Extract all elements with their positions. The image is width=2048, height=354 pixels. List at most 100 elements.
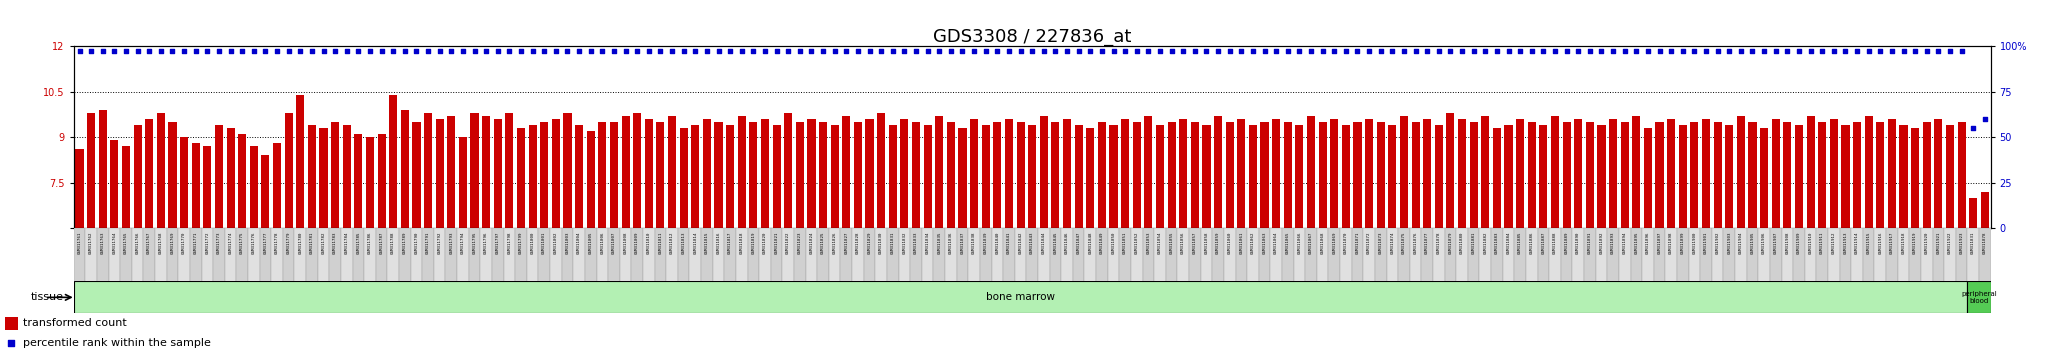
Bar	[1540, 125, 1548, 228]
Text: GSM311878: GSM311878	[1438, 232, 1442, 254]
Text: GSM311781: GSM311781	[309, 232, 313, 254]
Point	[494, 48, 526, 54]
Bar	[1585, 122, 1593, 228]
Text: GSM311879: GSM311879	[1448, 232, 1452, 254]
Bar	[1888, 119, 1896, 228]
Point	[690, 48, 723, 54]
Bar	[750, 122, 758, 228]
Point	[1178, 48, 1210, 54]
Text: GSM311920: GSM311920	[1925, 232, 1929, 254]
Bar	[1178, 228, 1190, 290]
Bar	[526, 228, 539, 290]
Text: GSM311907: GSM311907	[1774, 232, 1778, 254]
Bar	[1819, 122, 1827, 228]
Bar	[1145, 116, 1153, 228]
Text: GSM311795: GSM311795	[473, 232, 477, 254]
Text: GSM311899: GSM311899	[1681, 232, 1686, 254]
Point	[180, 48, 213, 54]
Bar	[143, 228, 156, 290]
Bar	[1563, 122, 1571, 228]
Text: GSM311906: GSM311906	[1761, 232, 1765, 254]
Point	[784, 48, 817, 54]
Bar	[1528, 122, 1536, 228]
Point	[1886, 48, 1919, 54]
Point	[156, 48, 188, 54]
Bar	[944, 228, 956, 290]
Bar	[1085, 128, 1094, 228]
Bar	[459, 137, 467, 228]
Bar	[305, 228, 317, 290]
Bar	[180, 137, 188, 228]
Bar	[74, 228, 86, 290]
Point	[1677, 48, 1710, 54]
Text: GSM311765: GSM311765	[125, 232, 129, 254]
Text: GSM311922: GSM311922	[1948, 232, 1952, 254]
Bar	[1923, 122, 1931, 228]
Bar	[1212, 228, 1225, 290]
Bar	[1573, 228, 1583, 290]
Bar	[1642, 228, 1653, 290]
Bar	[610, 122, 618, 228]
Bar	[1202, 125, 1210, 228]
Text: GSM311778: GSM311778	[274, 232, 279, 254]
Point	[481, 48, 514, 54]
Bar	[516, 228, 526, 290]
Text: GSM311805: GSM311805	[588, 232, 592, 254]
Text: GSM311787: GSM311787	[379, 232, 383, 254]
Bar	[1749, 122, 1757, 228]
Point	[633, 48, 666, 54]
Bar	[1632, 116, 1640, 228]
Bar	[1386, 228, 1399, 290]
Bar	[1235, 228, 1247, 290]
Bar	[1098, 122, 1106, 228]
Text: GSM311823: GSM311823	[799, 232, 803, 254]
Point	[655, 48, 688, 54]
Bar	[1946, 125, 1954, 228]
Bar	[1772, 119, 1780, 228]
Text: GSM311897: GSM311897	[1657, 232, 1661, 254]
Bar	[1110, 125, 1118, 228]
Text: GSM311833: GSM311833	[913, 232, 918, 254]
Bar	[1028, 125, 1036, 228]
Point	[399, 48, 432, 54]
Point	[319, 48, 352, 54]
Text: GSM311832: GSM311832	[903, 232, 907, 254]
Point	[528, 48, 561, 54]
Point	[573, 48, 606, 54]
Bar	[1143, 228, 1155, 290]
Text: GSM311806: GSM311806	[600, 232, 604, 254]
Point	[958, 48, 991, 54]
Text: GSM311812: GSM311812	[670, 232, 674, 254]
Bar	[168, 122, 176, 228]
Bar	[1130, 228, 1143, 290]
Point	[1829, 48, 1862, 54]
Point	[1354, 48, 1386, 54]
Bar	[412, 122, 420, 228]
Bar	[1690, 228, 1700, 290]
Bar	[735, 228, 748, 290]
Text: GSM311919: GSM311919	[1913, 232, 1917, 254]
Bar	[1980, 192, 1989, 228]
Text: GSM311841: GSM311841	[1008, 232, 1012, 254]
Point	[1423, 48, 1456, 54]
Bar	[1364, 228, 1374, 290]
Point	[1051, 48, 1083, 54]
Bar	[901, 119, 909, 228]
Text: GSM311859: GSM311859	[1217, 232, 1221, 254]
Point	[1493, 48, 1526, 54]
Text: GSM311844: GSM311844	[1042, 232, 1047, 254]
Bar	[1237, 119, 1245, 228]
Point	[1516, 48, 1548, 54]
Point	[819, 48, 852, 54]
Bar	[342, 125, 350, 228]
Text: GSM311874: GSM311874	[1391, 232, 1395, 254]
Text: GSM311810: GSM311810	[647, 232, 651, 254]
Bar	[193, 143, 201, 228]
Point	[1190, 48, 1223, 54]
Point	[1063, 48, 1096, 54]
Text: GSM311887: GSM311887	[1542, 232, 1546, 254]
Bar	[1374, 228, 1386, 290]
Bar	[586, 228, 596, 290]
Text: GSM311840: GSM311840	[995, 232, 999, 254]
Text: GSM311881: GSM311881	[1473, 232, 1477, 254]
